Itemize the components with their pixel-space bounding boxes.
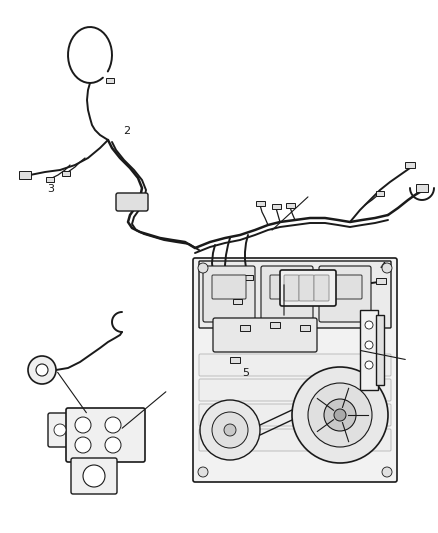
Circle shape [292,367,388,463]
FancyBboxPatch shape [116,193,148,211]
FancyBboxPatch shape [319,266,371,322]
Circle shape [334,409,346,421]
FancyBboxPatch shape [299,275,314,301]
FancyBboxPatch shape [48,413,72,447]
Bar [226,285,234,289]
FancyBboxPatch shape [284,275,299,301]
FancyBboxPatch shape [71,458,117,494]
FancyBboxPatch shape [199,429,391,451]
Circle shape [382,263,392,273]
Circle shape [382,467,392,477]
Circle shape [54,424,66,436]
Bar [360,310,378,390]
Bar [230,357,240,363]
Circle shape [75,437,91,453]
Bar [272,204,280,208]
Circle shape [198,467,208,477]
FancyBboxPatch shape [314,275,329,301]
Circle shape [365,341,373,349]
Bar [244,274,252,279]
Bar [376,278,386,284]
Circle shape [75,417,91,433]
FancyBboxPatch shape [328,275,362,299]
Bar [46,176,54,182]
FancyBboxPatch shape [213,318,317,352]
Circle shape [365,321,373,329]
Bar [416,184,428,192]
Bar [106,77,114,83]
FancyBboxPatch shape [66,408,145,462]
Bar [62,171,70,175]
Bar [300,325,310,331]
FancyBboxPatch shape [270,275,304,299]
Circle shape [105,417,121,433]
Bar [376,190,384,196]
FancyBboxPatch shape [199,261,391,328]
FancyBboxPatch shape [199,379,391,401]
Bar [270,322,280,328]
Circle shape [324,399,356,431]
FancyBboxPatch shape [261,266,313,322]
Bar [19,171,31,179]
Text: 3: 3 [47,184,54,194]
Bar [240,325,250,331]
Circle shape [36,364,48,376]
Circle shape [200,400,260,460]
Circle shape [224,424,236,436]
Circle shape [105,437,121,453]
Bar [255,200,265,206]
Circle shape [365,361,373,369]
Text: 2: 2 [124,126,131,135]
Text: 1: 1 [224,446,231,455]
Bar [233,298,241,303]
Circle shape [83,465,105,487]
FancyBboxPatch shape [199,354,391,376]
Circle shape [28,356,56,384]
Bar [376,315,384,385]
FancyBboxPatch shape [199,404,391,426]
Circle shape [308,383,372,447]
Circle shape [212,412,248,448]
Text: 5: 5 [242,368,249,378]
FancyBboxPatch shape [193,258,397,482]
Circle shape [198,263,208,273]
FancyBboxPatch shape [280,270,336,306]
Bar [405,162,415,168]
FancyBboxPatch shape [203,266,255,322]
Text: 4: 4 [380,262,387,271]
Bar [286,203,294,207]
FancyBboxPatch shape [212,275,246,299]
